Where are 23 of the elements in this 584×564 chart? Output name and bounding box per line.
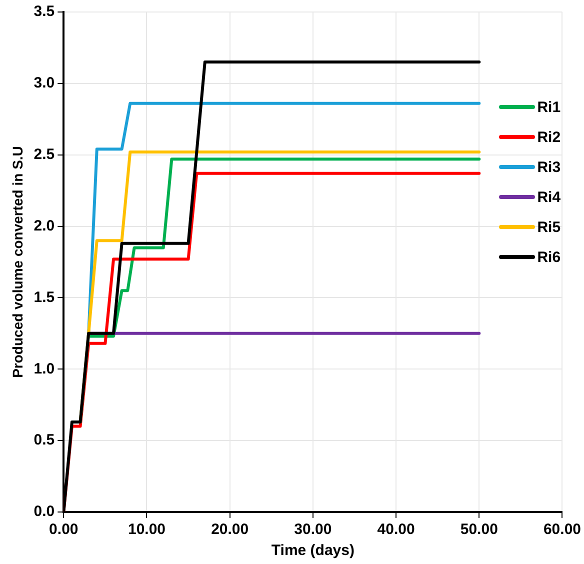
x-tick-label: 30.00	[294, 521, 332, 538]
y-tick-label: 1.0	[34, 360, 55, 378]
legend-label: Ri4	[537, 188, 561, 206]
y-tick-label: 2.0	[34, 217, 55, 234]
y-tick-label: 0.0	[34, 503, 55, 520]
y-tick-label: 3.5	[34, 3, 55, 20]
legend-label: Ri5	[537, 218, 561, 236]
y-tick-label: 2.5	[34, 146, 55, 163]
x-tick-label: 20.00	[211, 521, 249, 538]
legend-label: Ri1	[537, 98, 561, 116]
x-tick-label: 40.00	[377, 521, 415, 538]
y-tick-label: 1.5	[34, 288, 55, 306]
y-axis-title: Produced volume converted in S.U	[9, 146, 26, 378]
y-tick-label: 0.5	[34, 432, 55, 449]
legend-label: Ri3	[537, 158, 561, 176]
legend-label: Ri2	[537, 128, 561, 146]
y-tick-label: 3.0	[34, 74, 55, 92]
x-tick-label: 10.00	[128, 521, 166, 538]
x-axis-title: Time (days)	[271, 542, 354, 560]
x-tick-label: 0.00	[49, 521, 78, 538]
x-tick-label: 50.00	[460, 521, 498, 538]
x-tick-label: 60.00	[543, 521, 582, 538]
legend-label: Ri6	[537, 248, 561, 266]
